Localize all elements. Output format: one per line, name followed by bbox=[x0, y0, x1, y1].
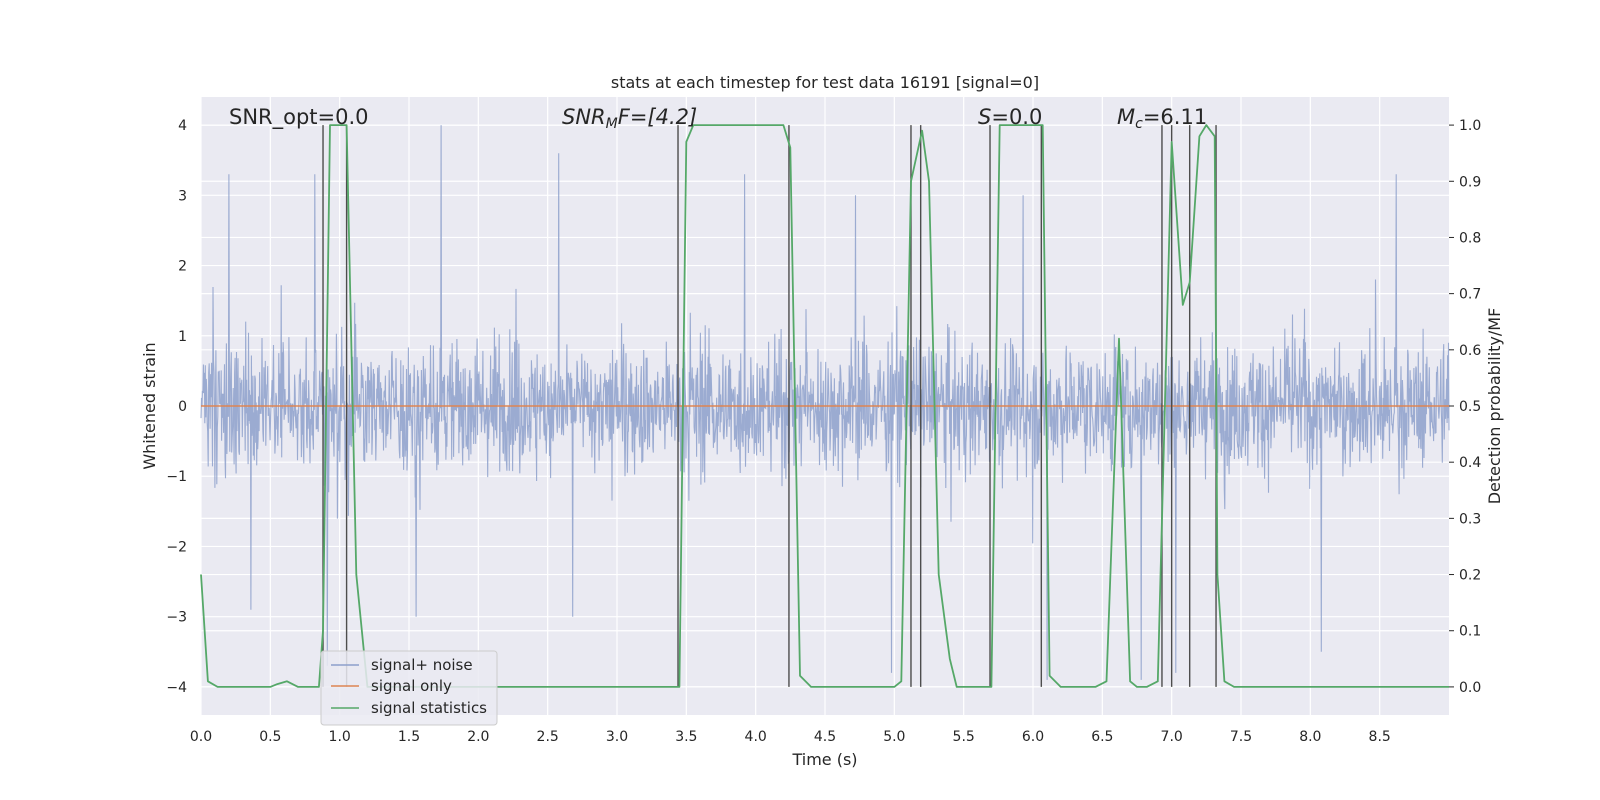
x-tick-label-7: 3.5 bbox=[675, 729, 697, 745]
y-right-tick-label-7: 0.7 bbox=[1459, 287, 1481, 303]
annotation-s-suffix: =0.0 bbox=[991, 105, 1042, 129]
y-right-tick-label-6: 0.6 bbox=[1459, 343, 1481, 359]
y-axis-right-ticks: 0.0 0.1 0.2 0.3 0.4 0.5 0.6 0.7 0.8 0.9 1.0 bbox=[1449, 118, 1481, 696]
x-tick-label-12: 6.0 bbox=[1022, 729, 1044, 745]
x-tick-label-15: 7.5 bbox=[1230, 729, 1252, 745]
y-right-tick-label-1: 0.1 bbox=[1459, 624, 1481, 640]
legend-box bbox=[320, 650, 498, 726]
y-axis-left-title: Whitened strain bbox=[140, 342, 159, 469]
x-tick-label-2: 1.0 bbox=[329, 729, 351, 745]
y-right-tick-label-2: 0.2 bbox=[1459, 568, 1481, 584]
x-tick-label-4: 2.0 bbox=[467, 729, 489, 745]
legend-label-signal-noise: signal+ noise bbox=[371, 656, 473, 674]
annotation-snr-opt: SNR_opt=0.0 bbox=[229, 105, 369, 130]
y-right-tick-label-0: 0.0 bbox=[1459, 680, 1481, 696]
legend-label-signal-statistics: signal statistics bbox=[371, 699, 487, 717]
y-right-tick-label-8: 0.8 bbox=[1459, 230, 1481, 246]
annotation-mc-sub: c bbox=[1135, 116, 1143, 132]
y-left-tick-label-8: 4 bbox=[178, 118, 187, 134]
y-axis-left-ticks: −4 −3 −2 −1 0 1 2 3 4 bbox=[166, 118, 187, 696]
x-tick-label-10: 5.0 bbox=[883, 729, 905, 745]
y-right-tick-label-10: 1.0 bbox=[1459, 118, 1481, 134]
vertical-markers bbox=[322, 125, 1217, 687]
chart-title: stats at each timestep for test data 161… bbox=[611, 73, 1039, 92]
x-tick-label-0: 0.0 bbox=[190, 729, 212, 745]
x-tick-label-13: 6.5 bbox=[1091, 729, 1113, 745]
y-right-tick-label-4: 0.4 bbox=[1459, 455, 1481, 471]
x-axis-title: Time (s) bbox=[791, 750, 857, 769]
x-tick-label-16: 8.0 bbox=[1299, 729, 1321, 745]
x-tick-label-14: 7.0 bbox=[1161, 729, 1183, 745]
legend: signal+ noise signal only signal statist… bbox=[320, 650, 498, 726]
legend-label-signal-only: signal only bbox=[371, 677, 452, 695]
x-tick-label-1: 0.5 bbox=[259, 729, 281, 745]
y-left-tick-label-2: −2 bbox=[166, 539, 187, 555]
series-signal-statistics bbox=[200, 124, 1449, 688]
x-axis-ticks: 0.0 0.5 1.0 1.5 2.0 2.5 3.0 3.5 4.0 4.5 5.0 5.5 6.0 6… bbox=[190, 729, 1391, 745]
annotation-snr-mf-sub: M bbox=[606, 116, 618, 132]
annotation-s-prefix: S bbox=[978, 105, 991, 129]
x-tick-label-8: 4.0 bbox=[745, 729, 767, 745]
signal-noise-line bbox=[200, 125, 1450, 680]
series-signal-noise bbox=[200, 125, 1450, 680]
x-tick-label-6: 3.0 bbox=[606, 729, 628, 745]
x-tick-label-9: 4.5 bbox=[814, 729, 836, 745]
annotation-s: S=0.0 bbox=[978, 105, 1042, 129]
signal-statistics-line bbox=[200, 124, 1449, 688]
annotation-snr-mf: SNRMF=[4.2] bbox=[562, 105, 697, 132]
y-right-tick-label-3: 0.3 bbox=[1459, 511, 1481, 527]
annotation-mc: Mc=6.11 bbox=[1117, 105, 1207, 132]
annotation-snr-mf-suffix: F=[4.2] bbox=[618, 105, 697, 129]
x-tick-label-11: 5.5 bbox=[953, 729, 975, 745]
y-left-tick-label-0: −4 bbox=[166, 680, 187, 696]
y-left-tick-label-3: −1 bbox=[166, 469, 187, 485]
y-left-tick-label-6: 2 bbox=[178, 259, 187, 275]
y-left-tick-label-1: −3 bbox=[166, 610, 187, 626]
x-tick-label-3: 1.5 bbox=[398, 729, 420, 745]
y-left-tick-label-7: 3 bbox=[178, 188, 187, 204]
y-axis-right-title: Detection probability/MF bbox=[1485, 308, 1504, 505]
x-tick-label-17: 8.5 bbox=[1369, 729, 1391, 745]
x-tick-label-5: 2.5 bbox=[537, 729, 559, 745]
annotation-mc-suffix: =6.11 bbox=[1143, 105, 1207, 129]
y-left-tick-label-4: 0 bbox=[178, 399, 187, 415]
annotation-mc-prefix: M bbox=[1117, 105, 1135, 129]
y-right-tick-label-9: 0.9 bbox=[1459, 174, 1481, 190]
y-right-tick-label-5: 0.5 bbox=[1459, 399, 1481, 415]
y-left-tick-label-5: 1 bbox=[178, 329, 187, 345]
annotation-snr-mf-prefix: SNR bbox=[562, 105, 606, 129]
